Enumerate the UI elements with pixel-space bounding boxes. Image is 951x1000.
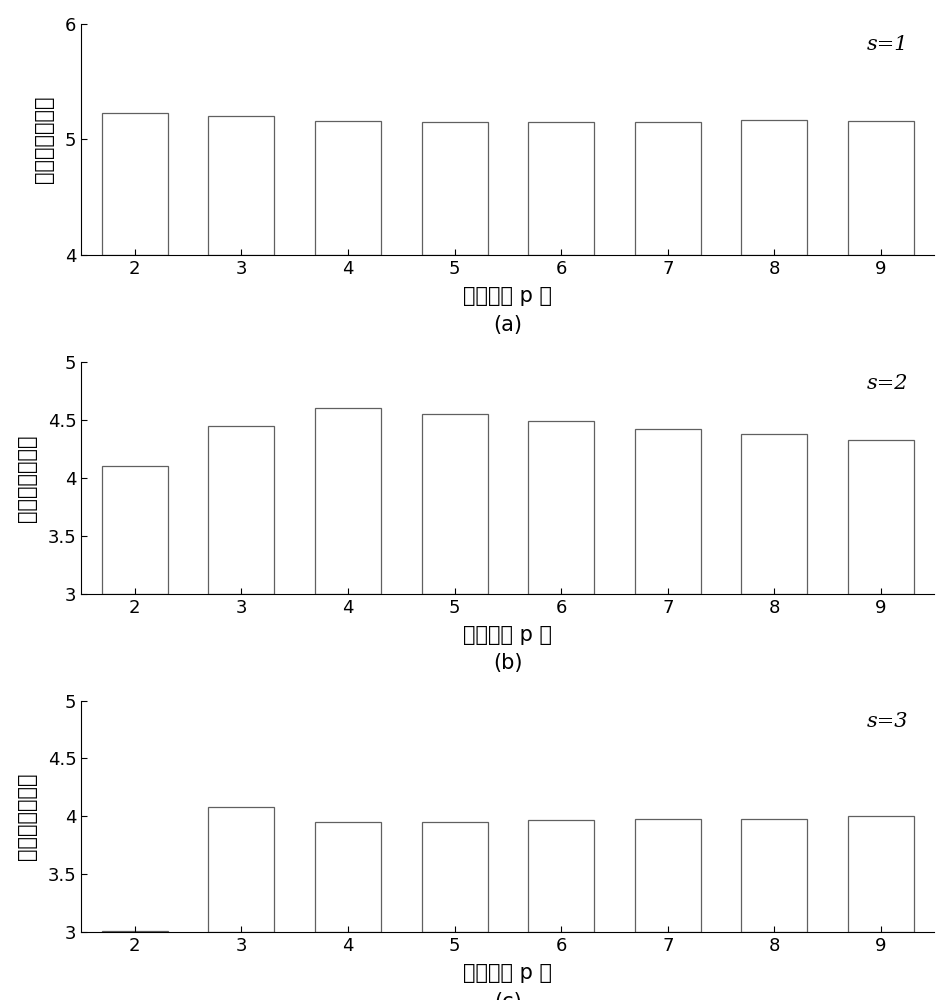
Text: s=1: s=1 [867, 35, 909, 54]
Bar [315, 822, 381, 932]
Bar [742, 819, 807, 932]
Bar [421, 122, 488, 255]
X-axis label: 控制参数 p 値: 控制参数 p 値 [463, 625, 553, 645]
X-axis label: 控制参数 p 値: 控制参数 p 値 [463, 963, 553, 983]
X-axis label: 控制参数 p 値: 控制参数 p 値 [463, 286, 553, 306]
Y-axis label: 全局特征峓度値: 全局特征峓度値 [34, 96, 54, 183]
Y-axis label: 全局特征峓度値: 全局特征峓度値 [17, 773, 37, 860]
Bar [848, 816, 914, 932]
Bar [634, 819, 701, 932]
Bar [208, 426, 275, 594]
Text: s=2: s=2 [867, 374, 909, 393]
Text: (a): (a) [494, 315, 522, 335]
Bar [421, 414, 488, 594]
Bar [208, 116, 275, 255]
Y-axis label: 全局特征峓度値: 全局特征峓度値 [17, 434, 37, 522]
Bar [848, 440, 914, 594]
Bar [208, 807, 275, 932]
Bar [102, 466, 167, 594]
Bar [634, 429, 701, 594]
Text: s=3: s=3 [867, 712, 909, 731]
Bar [528, 820, 594, 932]
Text: (b): (b) [494, 653, 523, 673]
Bar [315, 121, 381, 255]
Bar [742, 434, 807, 594]
Bar [848, 121, 914, 255]
Bar [102, 931, 167, 932]
Bar [528, 122, 594, 255]
Bar [742, 120, 807, 255]
Bar [102, 113, 167, 255]
Bar [634, 122, 701, 255]
Bar [528, 421, 594, 594]
Bar [421, 822, 488, 932]
Bar [315, 408, 381, 594]
Text: (c): (c) [494, 992, 522, 1000]
